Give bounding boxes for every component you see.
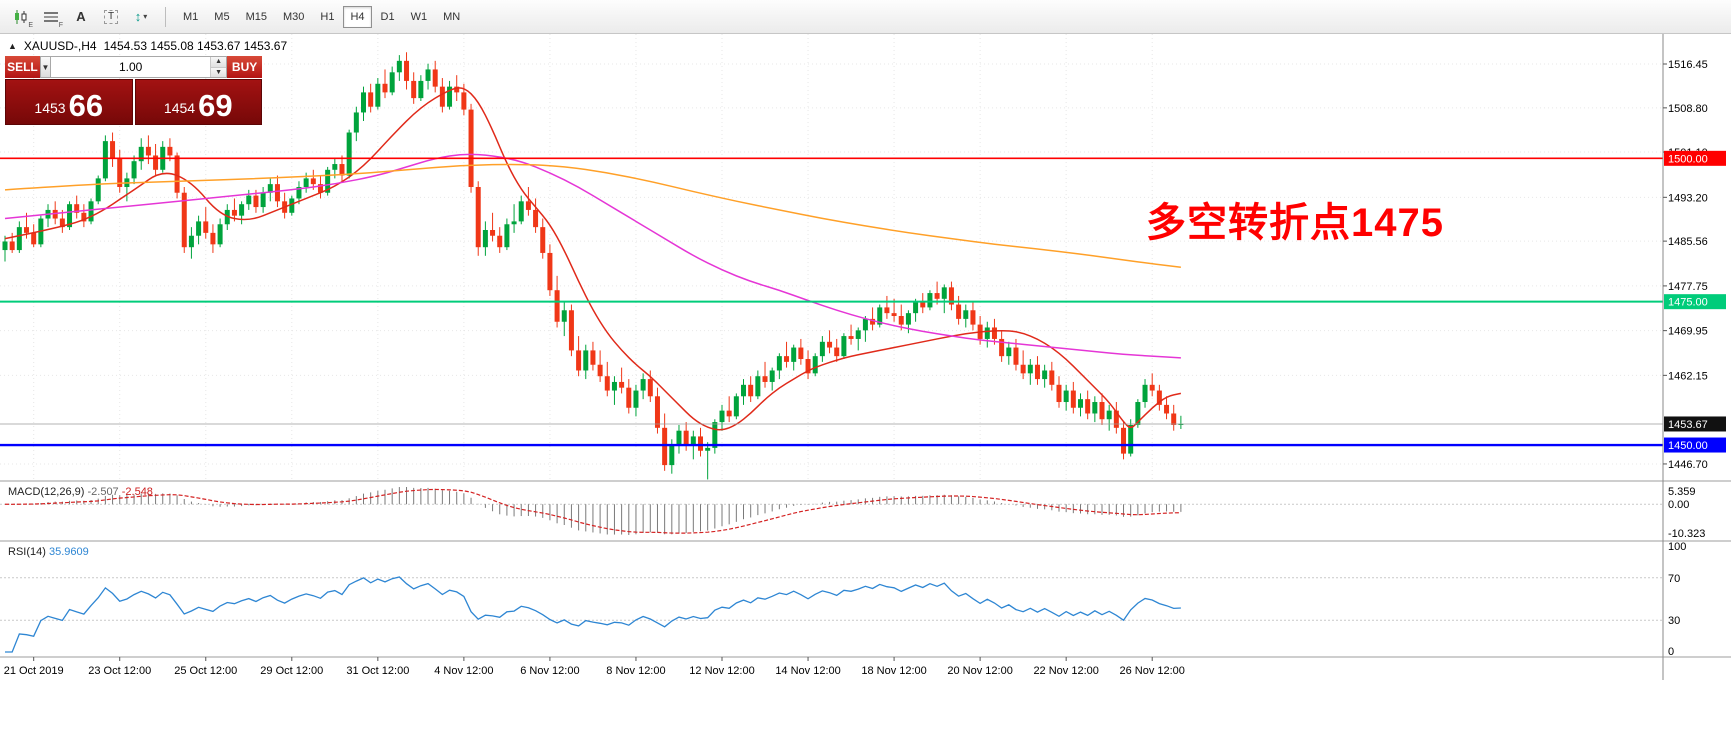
buy-button[interactable]: BUY: [227, 56, 263, 78]
svg-text:23 Oct 12:00: 23 Oct 12:00: [88, 665, 151, 677]
svg-text:0: 0: [1668, 646, 1674, 658]
sell-price-pips: 66: [68, 88, 104, 124]
chevron-down-icon: ▼: [41, 62, 50, 72]
svg-text:1446.70: 1446.70: [1668, 459, 1708, 471]
svg-text:1508.80: 1508.80: [1668, 103, 1708, 115]
ma-mid-magenta: [4, 153, 1181, 359]
svg-text:18 Nov 12:00: 18 Nov 12:00: [861, 665, 926, 677]
chart-symbol-header: ▲ XAUUSD-,H4 1454.53 1455.08 1453.67 145…: [8, 39, 287, 53]
text-tool-icon[interactable]: T: [97, 5, 125, 29]
svg-text:31 Oct 12:00: 31 Oct 12:00: [346, 665, 409, 677]
sell-price-main: 1453: [34, 100, 66, 116]
svg-text:70: 70: [1668, 573, 1680, 585]
buy-price-pips: 69: [198, 88, 233, 124]
collapse-panel-icon[interactable]: ▲: [8, 41, 17, 51]
svg-text:0.00: 0.00: [1668, 499, 1689, 511]
timeframe-button-group: M1 M5 M15 M30 H1 H4 D1 W1 MN: [175, 5, 468, 28]
timeframe-H1[interactable]: H1: [320, 10, 335, 23]
timeframe-M1[interactable]: M1: [183, 10, 199, 23]
svg-text:1469.95: 1469.95: [1668, 326, 1708, 338]
svg-text:1453.67: 1453.67: [1668, 419, 1708, 431]
svg-text:21 Oct 2019: 21 Oct 2019: [4, 665, 64, 677]
svg-text:1500.00: 1500.00: [1668, 153, 1708, 165]
cursor-tool-icon[interactable]: A: [76, 9, 86, 24]
timeframe-D1[interactable]: D1: [380, 10, 395, 23]
scale-tool-icon[interactable]: ↕ ▾: [134, 9, 148, 24]
timeframe-M15[interactable]: M15: [245, 10, 267, 23]
svg-text:8 Nov 12:00: 8 Nov 12:00: [606, 665, 665, 677]
time-axis[interactable]: 21 Oct 2019 23 Oct 12:00 25 Oct 12:00 29 Oc…: [4, 657, 1185, 677]
svg-text:1485.56: 1485.56: [1668, 236, 1708, 248]
svg-text:26 Nov 12:00: 26 Nov 12:00: [1119, 665, 1184, 677]
svg-text:25 Oct 12:00: 25 Oct 12:00: [174, 665, 237, 677]
chart-area[interactable]: 1516.451508.801501.101493.201485.561477.…: [0, 34, 1731, 751]
timeframe-H4[interactable]: H4: [343, 5, 372, 28]
timeframe-W1[interactable]: W1: [410, 10, 428, 23]
svg-text:14 Nov 12:00: 14 Nov 12:00: [775, 665, 840, 677]
indicator-list-icon[interactable]: F: [44, 11, 63, 29]
timeframe-M5[interactable]: M5: [214, 10, 230, 23]
volume-field-wrap: ▲ ▼: [51, 56, 228, 78]
volume-dropdown-button[interactable]: ▼: [39, 56, 52, 78]
ohlc-values: 1454.53 1455.08 1453.67 1453.67: [103, 39, 288, 53]
chart-canvas[interactable]: 1516.451508.801501.101493.201485.561477.…: [0, 34, 1731, 751]
volume-decrease-button[interactable]: ▼: [211, 67, 227, 77]
price-axis[interactable]: 1516.451508.801501.101493.201485.561477.…: [1663, 59, 1726, 471]
svg-text:MACD(12,26,9) -2.507 -2.548: MACD(12,26,9) -2.507 -2.548: [8, 486, 153, 498]
timeframe-M30[interactable]: M30: [282, 10, 305, 23]
svg-text:30: 30: [1668, 615, 1680, 627]
volume-spinner: ▲ ▼: [210, 57, 227, 77]
buy-price-main: 1454: [163, 100, 196, 116]
svg-text:100: 100: [1668, 541, 1686, 553]
chart-annotation-text[interactable]: 多空转折点1475: [1146, 201, 1444, 245]
symbol-label: XAUUSD-,H4: [23, 39, 97, 53]
pane-borders: [0, 34, 1731, 680]
one-click-trading-panel: SELL ▼ ▲ ▼ BUY 1453 66: [5, 56, 263, 125]
svg-text:6 Nov 12:00: 6 Nov 12:00: [520, 665, 579, 677]
volume-increase-button[interactable]: ▲: [211, 57, 227, 68]
ma-slow-orange: [4, 163, 1181, 269]
svg-text:1493.20: 1493.20: [1668, 192, 1708, 204]
svg-text:1462.15: 1462.15: [1668, 370, 1708, 382]
svg-text:4 Nov 12:00: 4 Nov 12:00: [434, 665, 493, 677]
svg-text:1450.00: 1450.00: [1668, 440, 1708, 452]
timeframe-MN[interactable]: MN: [443, 10, 461, 23]
candlestick-chart-icon[interactable]: E: [7, 5, 35, 29]
svg-text:1475.00: 1475.00: [1668, 297, 1708, 309]
ma-fast-red: [4, 87, 1182, 431]
toolbar: E F A T ↕ ▾ M1 M5 M15 M30 H1 H4 D1 W1 MN: [0, 0, 1731, 34]
sell-price-display[interactable]: 1453 66: [5, 79, 133, 125]
toolbar-separator: [165, 6, 166, 27]
svg-text:20 Nov 12:00: 20 Nov 12:00: [947, 665, 1012, 677]
volume-input[interactable]: [51, 57, 211, 77]
svg-text:22 Nov 12:00: 22 Nov 12:00: [1033, 665, 1098, 677]
svg-text:RSI(14) 35.9609: RSI(14) 35.9609: [8, 546, 89, 558]
sell-button[interactable]: SELL: [5, 56, 40, 78]
svg-text:29 Oct 12:00: 29 Oct 12:00: [260, 665, 323, 677]
buy-price-display[interactable]: 1454 69: [134, 79, 262, 125]
svg-text:-10.323: -10.323: [1668, 528, 1705, 540]
candles: [2, 52, 1184, 480]
svg-text:5.359: 5.359: [1668, 486, 1696, 498]
rsi-pane: RSI(14) 35.9609 100 70 30 0: [0, 541, 1686, 658]
svg-text:1477.75: 1477.75: [1668, 281, 1708, 293]
svg-text:1516.45: 1516.45: [1668, 59, 1708, 71]
toolbar-icon-group: E F A T ↕ ▾: [6, 5, 156, 29]
svg-text:12 Nov 12:00: 12 Nov 12:00: [689, 665, 754, 677]
